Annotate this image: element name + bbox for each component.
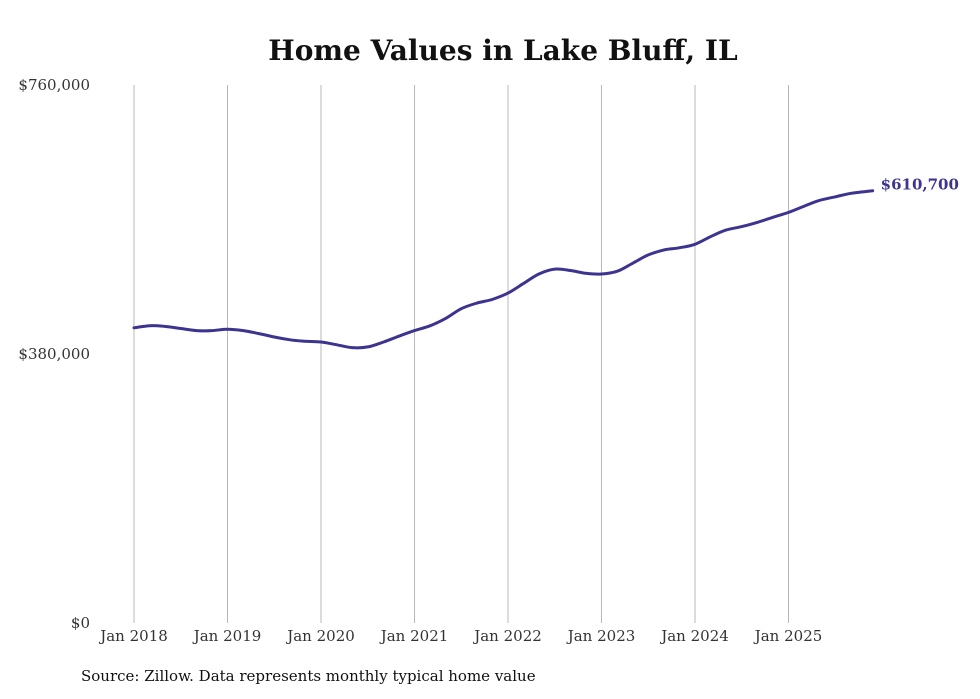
series-line bbox=[132, 189, 875, 350]
x-tick-label: Jan 2023 bbox=[566, 627, 636, 645]
x-tick-label: Jan 2019 bbox=[192, 627, 262, 645]
x-tick-label: Jan 2022 bbox=[472, 627, 542, 645]
chart-title: Home Values in Lake Bluff, IL bbox=[268, 34, 738, 67]
x-axis-ticks: Jan 2018 Jan 2019 Jan 2020 Jan 2021 Jan 2022… bbox=[98, 627, 822, 645]
y-tick-label: $0 bbox=[71, 614, 90, 632]
x-tick-label: Jan 2025 bbox=[753, 627, 823, 645]
x-tick-label: Jan 2024 bbox=[659, 627, 729, 645]
y-axis-ticks: $0 $380,000 $760,000 bbox=[18, 76, 90, 632]
end-value-label: $610,700 bbox=[881, 176, 959, 194]
series-layer bbox=[132, 189, 875, 350]
gridlines bbox=[133, 85, 789, 623]
x-tick-label: Jan 2020 bbox=[285, 627, 355, 645]
y-tick-label: $760,000 bbox=[18, 76, 90, 94]
source-note: Source: Zillow. Data represents monthly … bbox=[81, 667, 536, 685]
y-tick-label: $380,000 bbox=[18, 345, 90, 363]
x-tick-label: Jan 2021 bbox=[379, 627, 449, 645]
x-tick-label: Jan 2018 bbox=[98, 627, 168, 645]
